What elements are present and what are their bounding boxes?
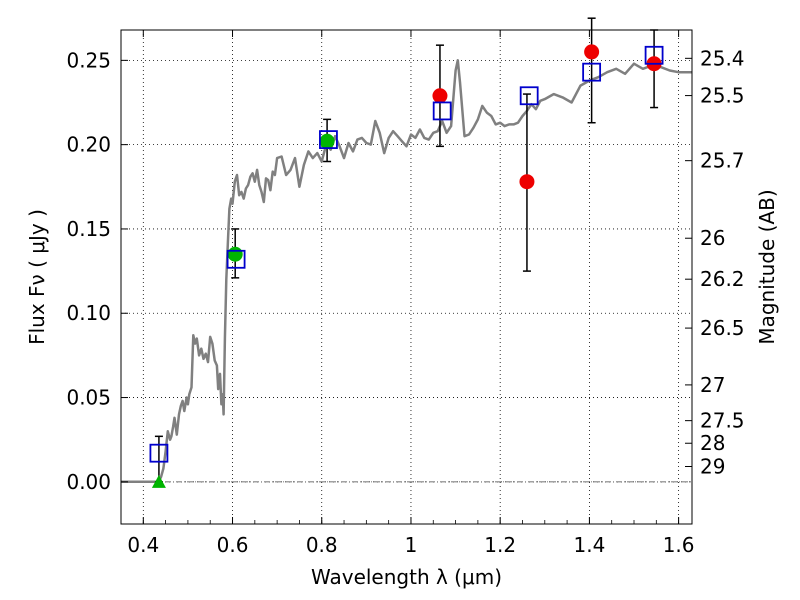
observed-point-red — [584, 44, 600, 60]
model-photometry-square — [226, 249, 246, 269]
y-tick-label: 0.20 — [66, 133, 111, 157]
model-photometry-square — [149, 443, 169, 463]
magnitude-tick-label: 25.5 — [700, 84, 745, 108]
x-tick-label: 1.6 — [663, 533, 695, 557]
y-tick-label: 0.00 — [66, 470, 111, 494]
x-tick-label: 0.8 — [306, 533, 338, 557]
observed-point-green — [319, 133, 335, 149]
magnitude-tick-label: 25.4 — [700, 46, 745, 70]
magnitude-tick-label: 26 — [700, 226, 725, 250]
model-photometry-square — [319, 130, 338, 149]
magnitude-tick-label: 26.5 — [700, 316, 745, 340]
magnitude-tick-label: 25.7 — [700, 149, 745, 173]
y-axis-right-label: Magnitude (AB) — [755, 189, 779, 344]
plot-frame — [120, 29, 693, 525]
data-points — [149, 44, 664, 488]
observed-point-red — [519, 174, 535, 190]
observed-point-red — [432, 88, 448, 104]
axis-ticks — [121, 30, 692, 524]
model-photometry-square — [519, 86, 539, 106]
magnitude-tick-label: 27 — [700, 373, 725, 397]
y-tick-label: 0.10 — [66, 301, 111, 325]
magnitude-tick-label: 28 — [700, 431, 725, 455]
upper-limit-triangle — [151, 474, 166, 488]
model-photometry-square — [644, 45, 664, 65]
magnitude-tick-label: 26.2 — [700, 267, 745, 291]
model-photometry-square — [432, 101, 452, 121]
model-sed — [121, 59, 692, 484]
magnitude-tick-label: 29 — [700, 455, 725, 479]
tick-labels: 0.4 0.6 0.8 1 1.2 1.4 1.6 0.00 0.05 0.10 0.15 0.20 0… — [66, 46, 744, 557]
x-axis-label: Wavelength λ (μm) — [311, 565, 502, 589]
x-tick-label: 0.6 — [217, 533, 249, 557]
grid — [121, 30, 692, 524]
y-tick-label: 0.25 — [66, 48, 111, 72]
x-tick-label: 1 — [405, 533, 418, 557]
y-axis-label: Flux Fν ( μJy ) — [25, 209, 49, 345]
x-tick-label: 1.4 — [573, 533, 605, 557]
model-photometry-square — [582, 62, 602, 82]
magnitude-tick-label: 27.5 — [700, 409, 745, 433]
y-tick-label: 0.05 — [66, 386, 111, 410]
model-sed-line — [121, 59, 692, 484]
y-tick-label: 0.15 — [66, 217, 111, 241]
x-tick-label: 0.4 — [127, 533, 159, 557]
x-tick-label: 1.2 — [484, 533, 516, 557]
observed-point-green — [227, 246, 243, 262]
